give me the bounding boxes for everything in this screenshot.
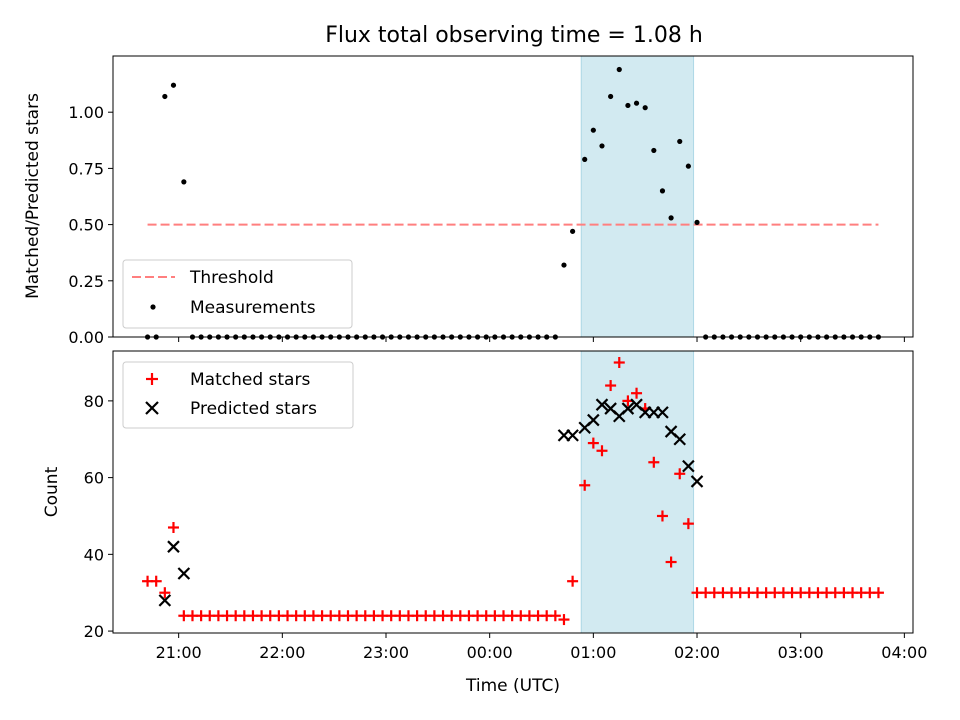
matched-star-point bbox=[665, 556, 677, 568]
y-tick-label: 1.00 bbox=[68, 103, 104, 122]
matched-star-point bbox=[587, 437, 599, 449]
matched-star-point bbox=[682, 518, 694, 530]
legend-measurement-swatch bbox=[150, 304, 156, 310]
x-tick-label: 21:00 bbox=[156, 643, 202, 662]
y-tick-label: 20 bbox=[84, 622, 104, 641]
y-tick-label: 0.25 bbox=[68, 272, 104, 291]
predicted-star-point bbox=[673, 432, 687, 446]
matched-star-point bbox=[631, 387, 643, 399]
legend-predicted-label: Predicted stars bbox=[190, 399, 317, 419]
x-tick-label: 00:00 bbox=[467, 643, 513, 662]
x-tick-label: 23:00 bbox=[363, 643, 409, 662]
measurement-point bbox=[694, 219, 700, 225]
predicted-star-point bbox=[656, 406, 669, 419]
matched-star-point bbox=[150, 575, 162, 587]
x-tick-label: 04:00 bbox=[881, 643, 927, 662]
x-axis-ticks: 21:00 22:00 23:00 00:00 01:00 02:00 03:00 04:00 bbox=[156, 633, 927, 662]
matched-star-point bbox=[674, 468, 686, 480]
y-tick-label: 0.50 bbox=[68, 216, 104, 235]
measurement-point bbox=[633, 100, 640, 106]
count-panel: 20 40 60 80 21:00 22:00 23:00 00:00 01:00 02:00 0… bbox=[42, 350, 927, 696]
shaded-interval bbox=[580, 55, 695, 338]
matched-star-point bbox=[596, 445, 608, 457]
y-tick-label: 40 bbox=[84, 545, 104, 564]
x-axis-label: Time (UTC) bbox=[465, 676, 560, 696]
legend-matched-swatch bbox=[146, 373, 158, 385]
matched-star-point bbox=[167, 521, 179, 533]
predicted-star-point bbox=[167, 540, 180, 553]
chart-title: Flux total observing time = 1.08 h bbox=[325, 23, 703, 48]
x-tick-label: 01:00 bbox=[570, 643, 616, 662]
matched-star-point bbox=[656, 510, 668, 522]
matched-star-point bbox=[579, 479, 591, 491]
legend-matched-label: Matched stars bbox=[190, 370, 310, 390]
measurement-point bbox=[570, 228, 576, 234]
matched-star-point bbox=[558, 614, 570, 626]
plot-frame bbox=[112, 55, 914, 338]
y-axis-ticks: 20 40 60 80 bbox=[84, 392, 113, 641]
y-axis-label: Count bbox=[42, 466, 62, 517]
matched-star-point bbox=[549, 610, 561, 622]
plot-frame bbox=[112, 350, 914, 634]
predicted-star-point bbox=[587, 413, 600, 427]
measurement-point bbox=[608, 93, 614, 100]
predicted-star-point bbox=[621, 402, 635, 415]
predicted-star-point bbox=[595, 398, 609, 411]
measurement-point bbox=[659, 188, 666, 194]
predicted-stars-points bbox=[158, 398, 704, 607]
legend-measurements-label: Measurements bbox=[190, 298, 316, 318]
measurement-point bbox=[625, 102, 631, 109]
y-tick-label: 80 bbox=[84, 392, 104, 411]
predicted-star-point bbox=[682, 459, 695, 473]
measurement-point bbox=[170, 82, 177, 88]
y-tick-label: 60 bbox=[84, 469, 104, 488]
matched-star-point bbox=[159, 587, 171, 599]
measurement-point bbox=[162, 93, 168, 100]
legend-box bbox=[122, 361, 354, 429]
matched-star-point bbox=[648, 456, 660, 468]
shaded-interval-band bbox=[580, 55, 695, 338]
x-tick-label: 03:00 bbox=[778, 643, 824, 662]
measurement-point bbox=[616, 66, 622, 73]
measurement-point bbox=[181, 179, 187, 185]
measurement-point bbox=[561, 262, 567, 268]
matched-star-point bbox=[605, 380, 617, 392]
legend: Threshold Measurements bbox=[122, 259, 353, 329]
y-tick-label: 0.75 bbox=[68, 159, 104, 178]
matched-star-point bbox=[872, 587, 884, 599]
x-tick-label: 22:00 bbox=[259, 643, 305, 662]
measurement-point bbox=[599, 143, 605, 149]
matched-star-point bbox=[613, 357, 625, 369]
predicted-star-point bbox=[566, 429, 579, 442]
ratio-panel: 0.00 0.25 0.50 0.75 1.00 Matched/Predicted s… bbox=[23, 55, 914, 347]
legend-threshold-label: Threshold bbox=[189, 268, 274, 288]
measurement-point bbox=[590, 127, 596, 133]
measurement-point bbox=[685, 163, 691, 169]
y-axis-ticks: 0.00 0.25 0.50 0.75 1.00 bbox=[68, 103, 113, 347]
legend: Matched stars Predicted stars bbox=[122, 361, 354, 429]
legend-box bbox=[122, 259, 353, 329]
predicted-star-point bbox=[690, 475, 704, 488]
matched-stars-points bbox=[142, 357, 884, 626]
measurement-point bbox=[677, 138, 683, 145]
measurement-point bbox=[668, 215, 674, 221]
measurement-point bbox=[651, 147, 657, 154]
y-axis-label: Matched/Predicted stars bbox=[23, 93, 43, 299]
y-tick-label: 0.00 bbox=[68, 328, 104, 347]
x-axis-ticks bbox=[178, 337, 905, 342]
matched-star-point bbox=[567, 575, 579, 587]
predicted-star-point bbox=[177, 567, 191, 580]
measurement-point bbox=[642, 105, 648, 111]
legend-predicted-swatch bbox=[145, 401, 159, 415]
x-tick-label: 02:00 bbox=[674, 643, 720, 662]
predicted-star-point bbox=[158, 594, 172, 607]
measurement-point bbox=[582, 156, 588, 163]
